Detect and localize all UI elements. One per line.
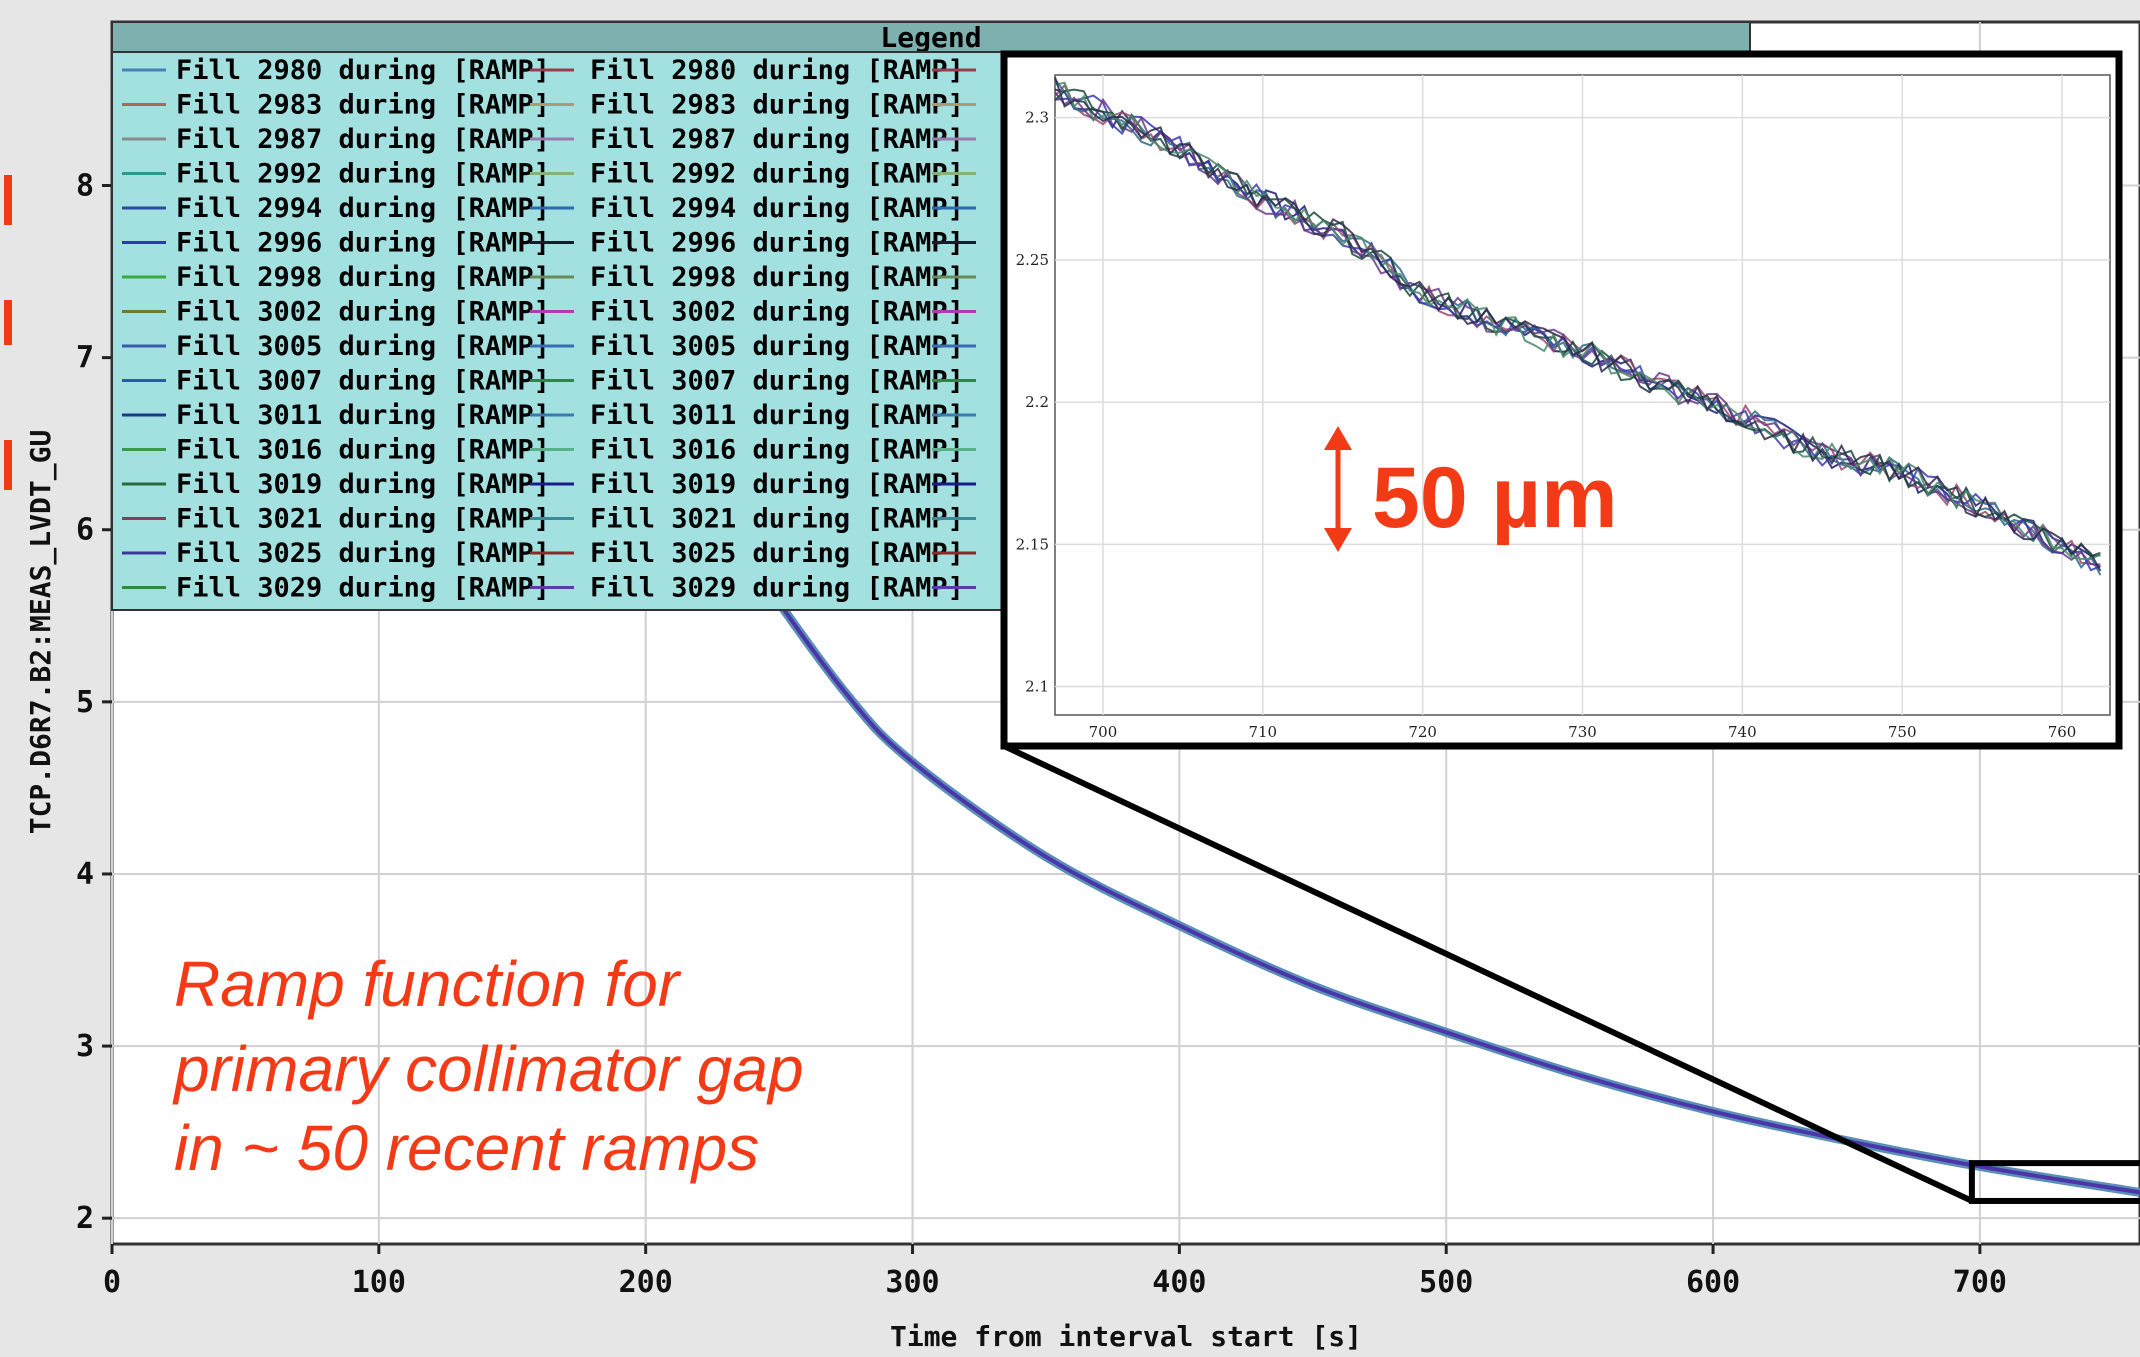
inset-y-tick-label: 2.1	[1025, 678, 1049, 696]
legend-label: Fill 3005 during [RAMP]	[590, 331, 964, 362]
x-tick-label: 100	[352, 1265, 406, 1300]
legend-title: Legend	[880, 21, 981, 54]
legend-label: Fill 2980 during [RAMP]	[176, 55, 550, 86]
inset-x-tick-label: 760	[2048, 723, 2077, 741]
y-tick-label: 4	[76, 857, 94, 892]
legend-label: Fill 2994 during [RAMP]	[590, 193, 964, 224]
x-tick-label: 700	[1953, 1265, 2007, 1300]
y-axis-title: TCP.D6R7.B2:MEAS_LVDT_GU	[24, 430, 57, 835]
legend-label: Fill 3016 during [RAMP]	[176, 435, 550, 466]
x-tick-label: 300	[885, 1265, 939, 1300]
legend-header	[111, 21, 1751, 53]
legend-label: Fill 3021 during [RAMP]	[176, 504, 550, 535]
y-tick-label: 5	[76, 685, 94, 720]
legend-label: Fill 3016 during [RAMP]	[590, 435, 964, 466]
range-arrow-icon	[1324, 426, 1352, 552]
legend: Legend Fill 2980 during [RAMP] Fill 2983 …	[111, 21, 1751, 611]
y-tick-label: 6	[76, 513, 94, 548]
legend-label: Fill 3002 during [RAMP]	[176, 297, 550, 328]
legend-label: Fill 2998 during [RAMP]	[176, 262, 550, 293]
x-tick-label: 500	[1419, 1265, 1473, 1300]
legend-label: Fill 2992 during [RAMP]	[176, 159, 550, 190]
legend-label: Fill 2983 during [RAMP]	[176, 90, 550, 121]
inset-x-tick-label: 710	[1248, 723, 1277, 741]
x-tick-label: 400	[1152, 1265, 1206, 1300]
clipped-annotation-fragment	[4, 175, 12, 490]
range-label: 50 µm	[1372, 450, 1618, 546]
legend-label: Fill 2987 during [RAMP]	[590, 124, 964, 155]
y-axis: 2 3 4 5 6 7 8	[76, 169, 112, 1236]
inset-series-curves	[1054, 76, 2102, 576]
legend-label: Fill 3011 during [RAMP]	[590, 400, 964, 431]
inset-x-axis: 700 710 720 730 740 750 760	[1089, 723, 2077, 741]
inset-x-tick-label: 750	[1888, 723, 1917, 741]
legend-label: Fill 3019 during [RAMP]	[176, 469, 550, 500]
inset-gridlines	[1055, 75, 2110, 715]
legend-label: Fill 2998 during [RAMP]	[590, 262, 964, 293]
legend-label: Fill 2987 during [RAMP]	[176, 124, 550, 155]
legend-label: Fill 3029 during [RAMP]	[176, 573, 550, 604]
x-tick-label: 200	[619, 1265, 673, 1300]
zoom-box	[1968, 1160, 2140, 1204]
legend-label: Fill 3025 during [RAMP]	[176, 538, 550, 569]
caption-line-3: in ~ 50 recent ramps	[174, 1112, 759, 1184]
legend-label: Fill 2994 during [RAMP]	[176, 193, 550, 224]
legend-label: Fill 3005 during [RAMP]	[176, 331, 550, 362]
inset-x-tick-label: 740	[1728, 723, 1757, 741]
legend-label: Fill 3029 during [RAMP]	[590, 573, 964, 604]
x-axis-title: Time from interval start [s]	[890, 1320, 1362, 1353]
y-tick-label: 3	[76, 1029, 94, 1064]
legend-label: Fill 3007 during [RAMP]	[176, 366, 550, 397]
y-tick-label: 2	[76, 1201, 94, 1236]
legend-label: Fill 2996 during [RAMP]	[176, 228, 550, 259]
inset-y-tick-label: 2.15	[1016, 535, 1049, 553]
legend-label: Fill 3021 during [RAMP]	[590, 504, 964, 535]
legend-label: Fill 2992 during [RAMP]	[590, 159, 964, 190]
legend-label: Fill 3025 during [RAMP]	[590, 538, 964, 569]
legend-label: Fill 3011 during [RAMP]	[176, 400, 550, 431]
inset-x-tick-label: 720	[1408, 723, 1437, 741]
legend-label: Fill 2996 during [RAMP]	[590, 228, 964, 259]
inset-y-axis: 2.1 2.15 2.2 2.25 2.3	[1016, 109, 1049, 696]
inset-series-line	[1054, 76, 2102, 572]
legend-label: Fill 3007 during [RAMP]	[590, 366, 964, 397]
legend-label: Fill 3002 during [RAMP]	[590, 297, 964, 328]
inset-chart: 700 710 720 730 740 750 760 2.1 2.15 2.2 2.25 2.3	[1000, 50, 2123, 750]
legend-label: Fill 3019 during [RAMP]	[590, 469, 964, 500]
legend-label: Fill 2980 during [RAMP]	[590, 55, 964, 86]
inset-x-tick-label: 700	[1089, 723, 1118, 741]
caption-line-1: Ramp function for	[174, 948, 682, 1020]
legend-label: Fill 2983 during [RAMP]	[590, 90, 964, 121]
y-tick-label: 8	[76, 169, 94, 204]
zoom-connector-line	[1002, 743, 1974, 1204]
inset-x-tick-label: 730	[1568, 723, 1597, 741]
inset-y-tick-label: 2.2	[1025, 393, 1049, 411]
y-tick-label: 7	[76, 341, 94, 376]
inset-y-tick-label: 2.3	[1025, 109, 1049, 127]
x-tick-label: 600	[1686, 1265, 1740, 1300]
x-tick-label: 0	[103, 1265, 121, 1300]
inset-y-tick-label: 2.25	[1016, 251, 1049, 269]
x-axis: 0 100 200 300 400 500 600 700	[103, 1244, 2007, 1300]
caption-line-2: primary collimator gap	[172, 1033, 804, 1105]
